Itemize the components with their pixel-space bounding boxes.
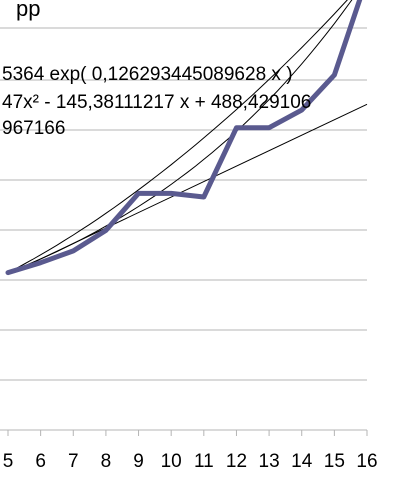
x-tick-label: 14 <box>291 451 313 472</box>
x-tick-label: 16 <box>356 451 377 472</box>
trendline-equation: 5364 exp( 0,126293445089628 x ) <box>2 64 293 85</box>
x-tick-label: 6 <box>35 451 46 472</box>
x-tick-label: 10 <box>161 451 182 472</box>
x-tick-label: 13 <box>259 451 280 472</box>
x-tick-label: 11 <box>194 451 214 472</box>
x-tick-label: 9 <box>133 451 144 472</box>
chart-title-fragment: pp <box>16 0 40 21</box>
x-tick-label: 5 <box>3 451 14 472</box>
x-tick-label: 12 <box>226 451 247 472</box>
x-tick-label: 7 <box>68 451 79 472</box>
x-tick-label: 15 <box>324 451 345 472</box>
x-tick-label: 8 <box>101 451 112 472</box>
trendline-equation: 967166 <box>2 118 65 139</box>
trendline-equation: 47x² - 145,38111217 x + 488,429106 <box>2 92 311 113</box>
